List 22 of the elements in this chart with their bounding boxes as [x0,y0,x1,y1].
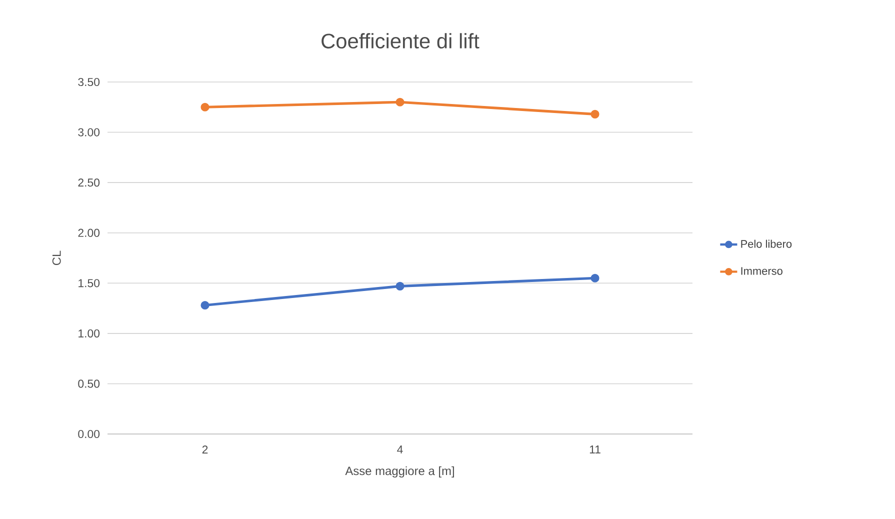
y-tick-label: 0.00 [78,430,100,438]
point [200,102,210,112]
point [590,274,600,282]
point [396,98,404,106]
y-tick-label: 3.50 [78,78,100,86]
point [200,300,210,310]
x-axis-title: Asse maggiore a [m] [345,466,454,478]
y-axis-title: CL [52,250,61,266]
x-tick-label: 11 [590,446,600,454]
y-tick-label: 0.50 [78,380,100,388]
y-tick-label: 2.50 [78,178,100,187]
chart-title: Coefficiente di lift [322,33,480,48]
legend-label: Pelo libero [741,240,792,248]
x-tick-label: 2 [202,446,208,454]
y-tick-label: 2.00 [78,228,100,237]
point [396,282,404,290]
x-tick-label: 4 [397,446,403,454]
legend-label: Immerso [741,267,782,275]
y-tick-label: 3.00 [78,128,100,136]
y-tick-label: 1.50 [78,279,100,288]
y-tick-label: 1.00 [78,329,100,338]
point [590,110,600,118]
